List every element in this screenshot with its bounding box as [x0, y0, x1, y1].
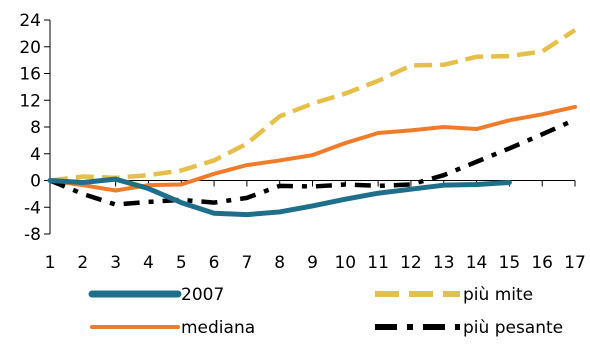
x-tick-label: 9 [307, 253, 318, 273]
x-tick-label: 7 [241, 253, 252, 273]
legend-label: mediana [181, 318, 255, 338]
x-axis: 1 2 3 4 5 6 7 8 9 10 11 12 13 14 15 16 17 [45, 180, 586, 273]
x-tick-label: 10 [334, 253, 356, 273]
y-tick-label: -4 [24, 198, 41, 218]
legend-item: più pesante [375, 318, 563, 338]
x-tick-label: 3 [110, 253, 121, 273]
x-tick-label: 12 [400, 253, 422, 273]
x-tick-label: 2 [77, 253, 88, 273]
y-tick-label: 4 [30, 145, 41, 165]
y-tick-label: 12 [19, 91, 41, 111]
y-tick-label: 24 [19, 11, 41, 31]
x-tick-label: 15 [499, 253, 521, 273]
x-tick-label: 11 [367, 253, 389, 273]
y-tick-label: -8 [24, 225, 41, 245]
legend: 2007 mediana più mite più pesante [88, 285, 563, 338]
y-tick-label: 0 [30, 172, 41, 192]
x-tick-label: 13 [433, 253, 455, 273]
legend-item: più mite [375, 285, 533, 305]
x-tick-label: 1 [45, 253, 56, 273]
x-tick-label: 5 [176, 253, 187, 273]
series-line-pi-mite [49, 28, 577, 183]
x-tick-label: 8 [274, 253, 285, 273]
legend-item: mediana [90, 318, 255, 338]
legend-label: più mite [463, 285, 533, 305]
legend-label: più pesante [463, 318, 563, 338]
y-tick-label: 20 [19, 38, 41, 58]
series-line-pi-pesante [49, 117, 576, 207]
series-line-2007 [47, 176, 512, 218]
y-tick-label: 16 [19, 65, 41, 85]
y-tick-label: 8 [30, 118, 41, 138]
legend-label: 2007 [181, 285, 224, 305]
x-tick-label: 14 [466, 253, 488, 273]
y-axis: -8 -4 0 4 8 12 16 20 24 [19, 11, 51, 245]
legend-item: 2007 [88, 285, 224, 305]
x-tick-label: 4 [143, 253, 154, 273]
x-tick-label: 6 [209, 253, 220, 273]
x-tick-label: 17 [564, 253, 586, 273]
x-tick-label: 16 [531, 253, 553, 273]
series-layer [47, 28, 577, 218]
